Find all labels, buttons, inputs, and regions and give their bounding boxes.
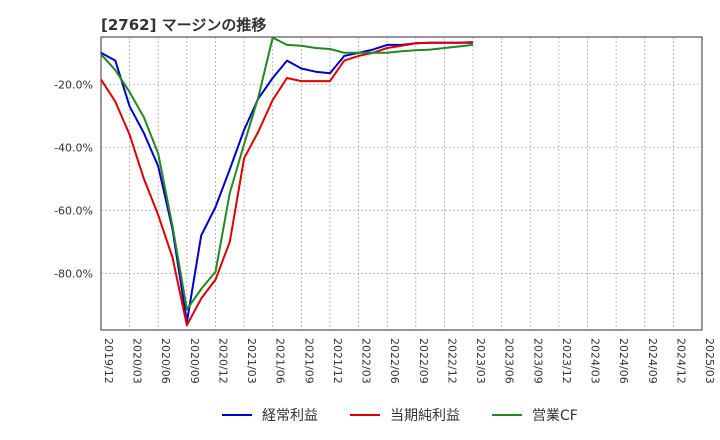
plot-frame bbox=[100, 36, 703, 331]
legend-item-operating-cf: 営業CF bbox=[492, 403, 578, 427]
x-tick-label: 2022/12 bbox=[445, 338, 458, 384]
series-line-1 bbox=[100, 41, 474, 327]
x-axis-ticks: 2019/12 2020/03 2020/06 2020/09 2020/12 2021/… bbox=[102, 338, 716, 384]
x-tick-label: 2021/06 bbox=[274, 338, 287, 384]
x-tick-label: 2020/09 bbox=[188, 338, 201, 384]
series-line-2 bbox=[100, 36, 474, 311]
grid-lines bbox=[100, 37, 703, 330]
x-tick-label: 2022/03 bbox=[360, 338, 373, 384]
x-tick-label: 2022/06 bbox=[388, 338, 401, 384]
x-tick-label: 2023/09 bbox=[531, 338, 544, 384]
legend-swatch-net-income bbox=[350, 414, 380, 416]
x-tick-label: 2020/12 bbox=[216, 338, 229, 384]
x-tick-label: 2022/09 bbox=[417, 338, 430, 384]
y-tick-label: -80.0% bbox=[54, 267, 93, 280]
legend-label-operating-cf: 営業CF bbox=[532, 408, 578, 424]
x-tick-label: 2021/03 bbox=[245, 338, 258, 384]
x-tick-label: 2019/12 bbox=[102, 338, 115, 384]
x-tick-label: 2024/12 bbox=[674, 338, 687, 384]
y-axis-ticks: -80.0% -60.0% -40.0% -20.0% bbox=[54, 78, 93, 280]
x-tick-label: 2025/03 bbox=[703, 338, 716, 384]
y-tick-label: -20.0% bbox=[54, 78, 93, 91]
legend-swatch-ordinary-profit bbox=[222, 414, 252, 416]
x-tick-label: 2023/03 bbox=[474, 338, 487, 384]
legend-label-ordinary-profit: 経常利益 bbox=[262, 408, 318, 424]
legend-swatch-operating-cf bbox=[492, 414, 522, 416]
legend: 経常利益 当期純利益 営業CF bbox=[0, 403, 720, 427]
y-tick-label: -40.0% bbox=[54, 141, 93, 154]
x-tick-label: 2021/09 bbox=[302, 338, 315, 384]
legend-label-net-income: 当期純利益 bbox=[390, 408, 460, 424]
legend-item-net-income: 当期純利益 bbox=[350, 403, 460, 427]
x-tick-label: 2021/12 bbox=[331, 338, 344, 384]
x-tick-label: 2023/12 bbox=[560, 338, 573, 384]
x-tick-label: 2024/03 bbox=[589, 338, 602, 384]
x-tick-label: 2023/06 bbox=[503, 338, 516, 384]
x-tick-label: 2020/06 bbox=[159, 338, 172, 384]
y-tick-label: -60.0% bbox=[54, 204, 93, 217]
legend-item-ordinary-profit: 経常利益 bbox=[222, 403, 318, 427]
x-tick-label: 2024/06 bbox=[617, 338, 630, 384]
chart-title: [2762] マージンの推移 bbox=[101, 16, 267, 34]
x-tick-label: 2024/09 bbox=[646, 338, 659, 384]
series-lines bbox=[100, 36, 474, 327]
x-tick-label: 2020/03 bbox=[131, 338, 144, 384]
